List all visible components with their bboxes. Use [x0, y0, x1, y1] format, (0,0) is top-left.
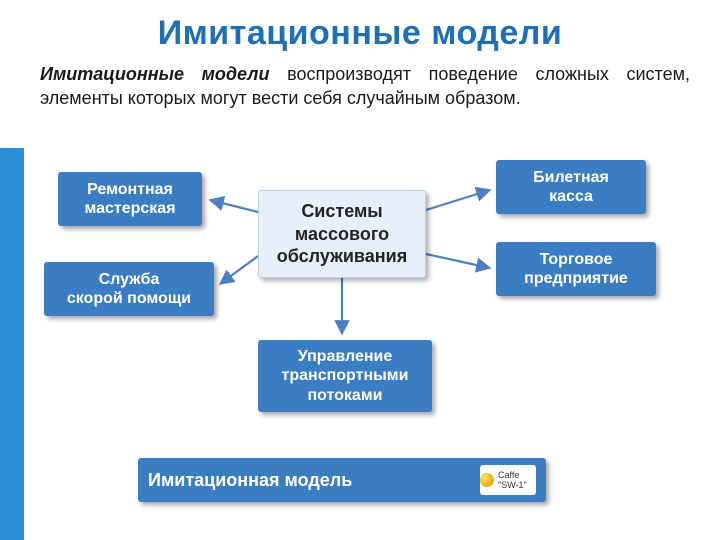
node-trade-l1: Торговое [540, 250, 613, 269]
footer-badge-text: Caffe "SW-1" [498, 470, 536, 490]
sun-icon [480, 473, 494, 487]
node-traffic-control: Управление транспортными потоками [258, 340, 432, 412]
side-accent-bar [0, 148, 24, 540]
node-ambulance-l2: скорой помощи [67, 289, 191, 308]
node-ticket-office: Билетная касса [496, 160, 646, 214]
node-repair-l1: Ремонтная [87, 180, 173, 199]
node-repair-l2: мастерская [84, 199, 175, 218]
footer-label: Имитационная модель [148, 470, 468, 491]
node-traffic-l1: Управление [298, 347, 393, 366]
node-ticket-l2: касса [549, 187, 593, 206]
node-traffic-l2: транспортными [282, 366, 409, 385]
node-trade-l2: предприятие [524, 269, 628, 288]
arrow-ticket [426, 190, 490, 210]
node-center-l2: массового [295, 223, 389, 246]
stage: Имитационные модели Имитационные модели … [0, 0, 720, 540]
node-center-queuing-systems: Системы массового обслуживания [258, 190, 426, 278]
page-title: Имитационные модели [0, 14, 720, 53]
node-center-l3: обслуживания [277, 245, 407, 268]
node-ticket-l1: Билетная [533, 168, 609, 187]
node-ambulance-l1: Служба [99, 270, 160, 289]
arrow-repair [210, 200, 258, 212]
footer-badge: Caffe "SW-1" [480, 465, 536, 495]
footer-sim-model-button[interactable]: Имитационная модель Caffe "SW-1" [138, 458, 546, 502]
arrow-ambulance [220, 256, 258, 284]
node-center-l1: Системы [301, 200, 382, 223]
subtitle-emphasis: Имитационные модели [40, 64, 269, 84]
subtitle: Имитационные модели воспроизводят поведе… [40, 62, 690, 111]
node-ambulance: Служба скорой помощи [44, 262, 214, 316]
node-traffic-l3: потоками [307, 386, 382, 405]
arrow-trade [426, 254, 490, 268]
node-repair-shop: Ремонтная мастерская [58, 172, 202, 226]
node-trade-company: Торговое предприятие [496, 242, 656, 296]
